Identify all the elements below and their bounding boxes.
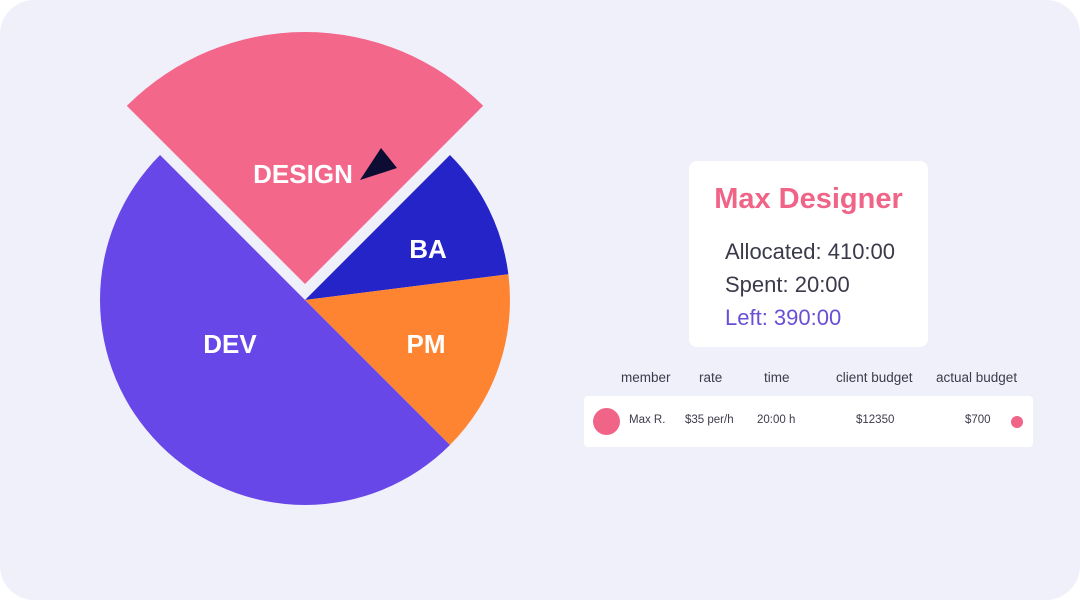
- header-client-budget: client budget: [836, 370, 913, 385]
- left-text: Left: 390:00: [725, 305, 842, 330]
- allocated-text: Allocated: 410:00: [725, 239, 896, 264]
- pie-slice-dev[interactable]: [99, 155, 450, 506]
- pie-label-dev: DEV: [203, 329, 257, 359]
- table-row[interactable]: Max R. $35 per/h 20:00 h $12350 $700: [584, 396, 1033, 447]
- pie-label-pm: PM: [407, 329, 446, 359]
- pie-slice-pm[interactable]: [305, 274, 511, 445]
- member-name: Max Designer: [714, 183, 903, 215]
- pie-label-ba: BA: [409, 234, 447, 264]
- header-time: time: [764, 370, 790, 385]
- cell-member: Max R.: [629, 414, 666, 426]
- cell-time: 20:00 h: [757, 414, 796, 426]
- header-member: member: [621, 370, 671, 385]
- cell-actual-budget: $700: [965, 414, 991, 426]
- header-rate: rate: [699, 370, 723, 385]
- spent-text: Spent: 20:00: [725, 272, 850, 297]
- cell-client-budget: $12350: [856, 414, 895, 426]
- pie-slice-ba[interactable]: [305, 155, 509, 300]
- header-actual-budget: actual budget: [936, 370, 1018, 385]
- cell-rate: $35 per/h: [685, 414, 734, 426]
- pie-slice-design[interactable]: [126, 31, 484, 284]
- table-header: member rate time client budget actual bu…: [584, 370, 1033, 388]
- status-dot: [1011, 416, 1023, 428]
- pie-label-design: DESIGN: [253, 159, 353, 189]
- cursor-arrow-icon: [360, 148, 397, 180]
- member-avatar: [593, 408, 620, 435]
- budget-pie-chart: DESIGN BA PM DEV: [99, 31, 511, 506]
- member-info-card[interactable]: Max Designer Allocated: 410:00 Spent: 20…: [689, 161, 928, 347]
